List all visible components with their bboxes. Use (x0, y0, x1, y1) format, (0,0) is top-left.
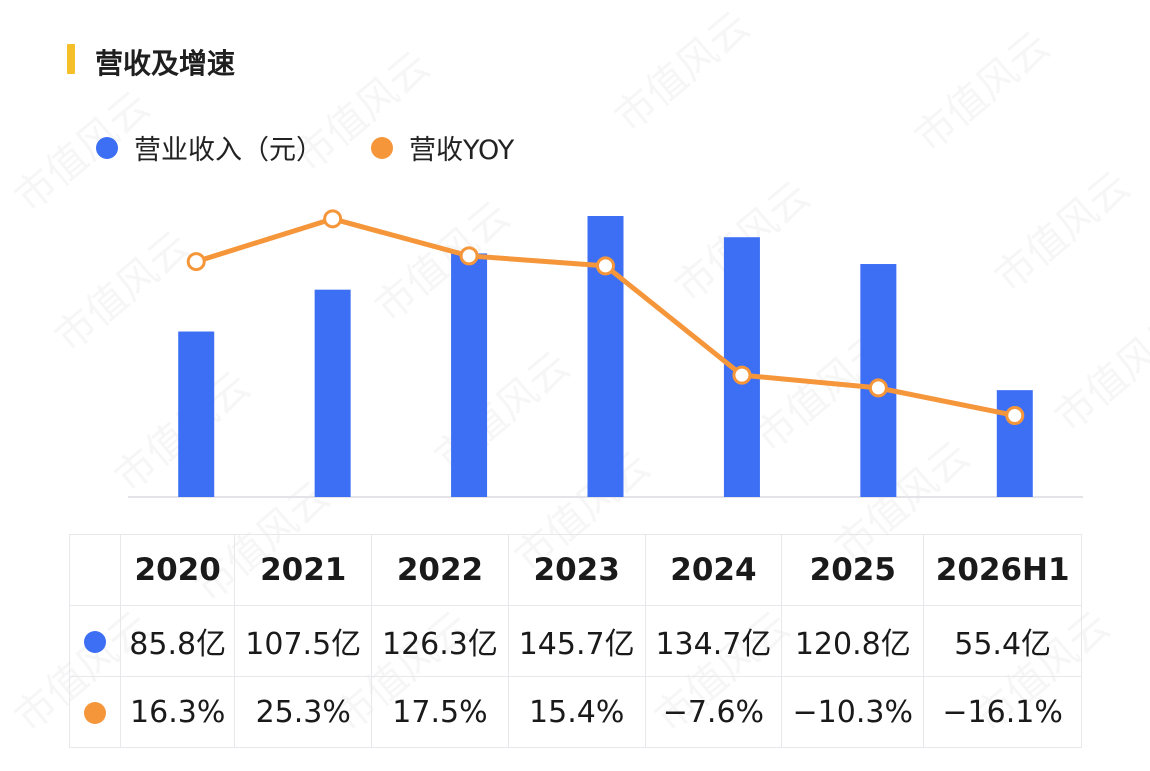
table-header-cell: 2020 (119, 534, 236, 606)
revenue-bar (178, 331, 215, 497)
yoy-point (323, 209, 343, 229)
chart-area (128, 209, 1083, 498)
table-corner-cell (69, 534, 121, 606)
legend-dot-revenue (96, 136, 118, 159)
table-cell-revenue: 85.8亿 (119, 605, 236, 677)
table-cell-yoy: 16.3% (119, 676, 236, 748)
table-header-cell: 2026H1 (923, 534, 1082, 606)
table-header-cell: 2025 (781, 534, 925, 606)
table-cell-yoy: 17.5% (371, 676, 509, 748)
table-row-revenue: 85.8亿 107.5亿 126.3亿 145.7亿 134.7亿 120.8亿… (69, 605, 1082, 677)
row-marker-revenue (69, 605, 121, 677)
yoy-point (732, 365, 752, 385)
legend-label-yoy: 营收YOY (409, 135, 515, 166)
chart-title: 营收及增速 (95, 47, 236, 80)
table-cell-yoy: 15.4% (507, 676, 646, 748)
table-cell-revenue: 107.5亿 (234, 605, 373, 677)
table-cell-revenue: 120.8亿 (781, 605, 925, 677)
yoy-dot-icon (84, 702, 106, 724)
row-marker-yoy (69, 676, 121, 748)
title-accent-bar (67, 44, 75, 74)
table-cell-yoy: 25.3% (234, 676, 373, 748)
table-cell-yoy: −10.3% (781, 676, 925, 748)
legend-item-yoy: 营收YOY (371, 128, 514, 167)
yoy-point (868, 378, 888, 398)
revenue-bar (314, 289, 351, 497)
yoy-point (1005, 405, 1025, 425)
table-header-cell: 2023 (507, 534, 646, 606)
chart-legend: 营业收入（元） 营收YOY (96, 128, 562, 167)
table-cell-revenue: 134.7亿 (644, 605, 783, 677)
table-cell-revenue: 145.7亿 (507, 605, 646, 677)
yoy-point (459, 246, 479, 266)
table-cell-yoy: −7.6% (644, 676, 783, 748)
table-header-row: 2020 2021 2022 2023 2024 2025 2026H1 (69, 534, 1082, 606)
table-cell-yoy: −16.1% (923, 676, 1082, 748)
table-cell-revenue: 55.4亿 (923, 605, 1082, 677)
yoy-point (186, 252, 206, 272)
legend-dot-yoy (371, 136, 393, 159)
table-row-yoy: 16.3% 25.3% 17.5% 15.4% −7.6% −10.3% −16… (69, 676, 1082, 748)
revenue-bar (451, 253, 488, 497)
table-header-cell: 2024 (644, 534, 783, 606)
table-cell-revenue: 126.3亿 (371, 605, 509, 677)
yoy-point (596, 256, 615, 276)
revenue-dot-icon (84, 631, 106, 653)
data-table: 2020 2021 2022 2023 2024 2025 2026H1 85.… (69, 534, 1082, 748)
table-header-cell: 2022 (371, 534, 509, 606)
table-header-cell: 2021 (234, 534, 373, 606)
legend-label-revenue: 营业收入（元） (134, 135, 323, 166)
legend-item-revenue: 营业收入（元） (96, 128, 323, 167)
